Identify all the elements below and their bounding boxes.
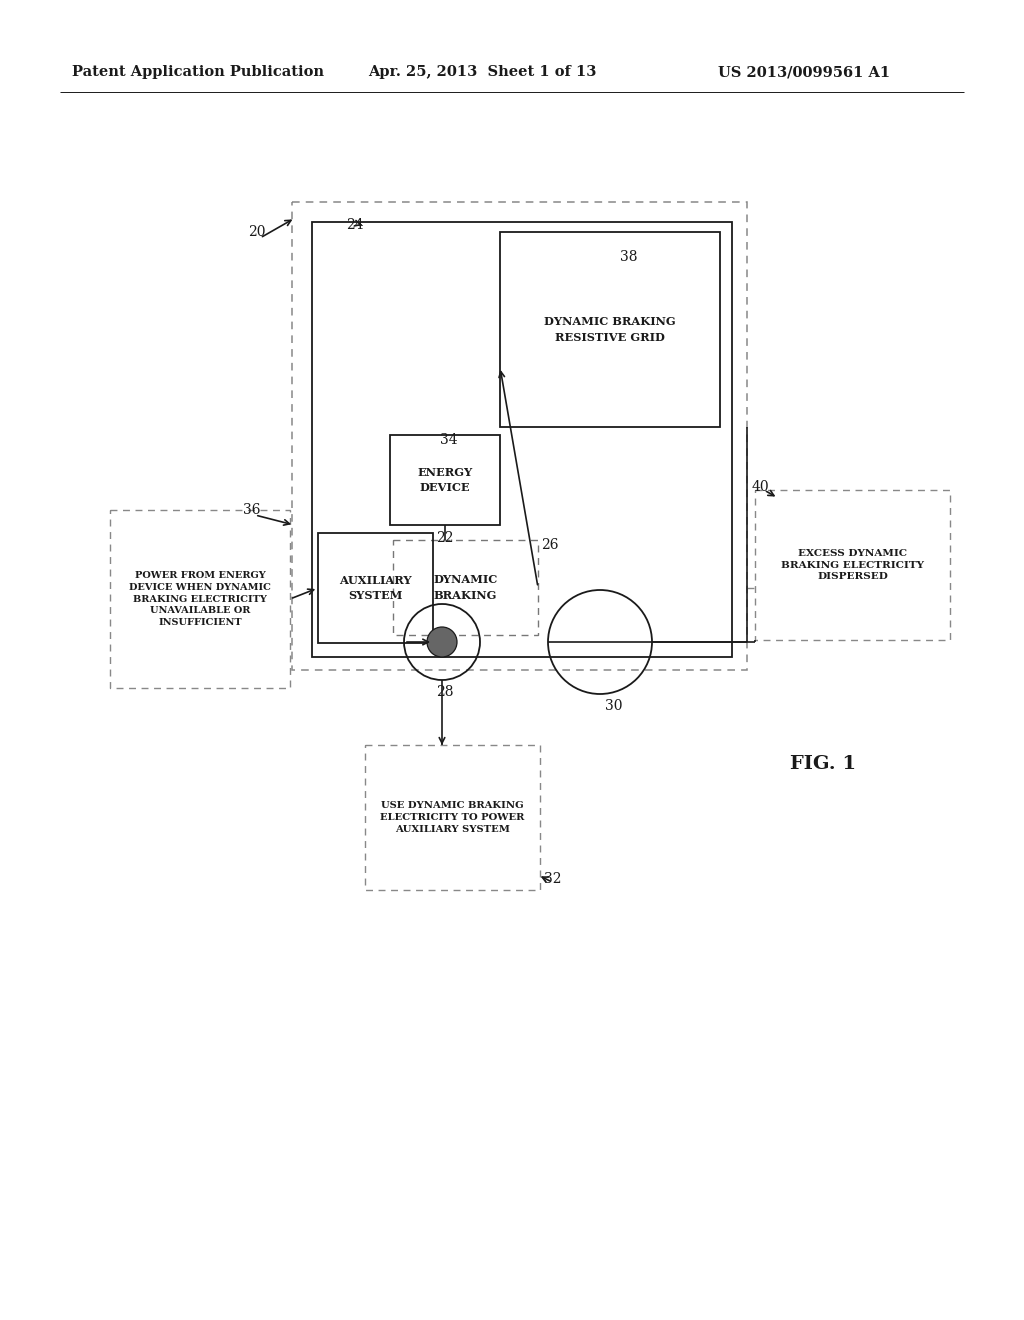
Bar	[318, 533, 433, 643]
Bar	[312, 222, 732, 657]
Bar	[292, 202, 746, 671]
Text: FIG. 1: FIG. 1	[790, 755, 856, 774]
Bar	[390, 436, 500, 525]
Text: 22: 22	[436, 531, 454, 545]
Text: ENERGY
DEVICE: ENERGY DEVICE	[418, 467, 473, 494]
Text: 20: 20	[248, 224, 265, 239]
Text: 30: 30	[605, 700, 623, 713]
Text: 28: 28	[436, 685, 454, 700]
Circle shape	[427, 627, 457, 657]
Text: DYNAMIC BRAKING
RESISTIVE GRID: DYNAMIC BRAKING RESISTIVE GRID	[544, 317, 676, 343]
Bar	[755, 490, 950, 640]
Bar	[393, 540, 538, 635]
Bar	[365, 744, 540, 890]
Text: 24: 24	[346, 218, 364, 232]
Text: DYNAMIC
BRAKING: DYNAMIC BRAKING	[433, 574, 498, 601]
Text: 34: 34	[440, 433, 458, 447]
Text: 38: 38	[620, 249, 638, 264]
Text: 40: 40	[752, 480, 770, 494]
Text: POWER FROM ENERGY
DEVICE WHEN DYNAMIC
BRAKING ELECTRICITY
UNAVAILABLE OR
INSUFFI: POWER FROM ENERGY DEVICE WHEN DYNAMIC BR…	[129, 570, 271, 627]
Text: 26: 26	[541, 539, 558, 552]
Text: AUXILIARY
SYSTEM: AUXILIARY SYSTEM	[339, 574, 412, 601]
Text: US 2013/0099561 A1: US 2013/0099561 A1	[718, 65, 890, 79]
Text: USE DYNAMIC BRAKING
ELECTRICITY TO POWER
AUXILIARY SYSTEM: USE DYNAMIC BRAKING ELECTRICITY TO POWER…	[380, 801, 524, 834]
Text: Apr. 25, 2013  Sheet 1 of 13: Apr. 25, 2013 Sheet 1 of 13	[368, 65, 596, 79]
Bar	[110, 510, 290, 688]
Bar	[500, 232, 720, 426]
Text: EXCESS DYNAMIC
BRAKING ELECTRICITY
DISPERSED: EXCESS DYNAMIC BRAKING ELECTRICITY DISPE…	[781, 549, 924, 581]
Text: 36: 36	[243, 503, 260, 517]
Text: Patent Application Publication: Patent Application Publication	[72, 65, 324, 79]
Text: 32: 32	[544, 873, 561, 886]
